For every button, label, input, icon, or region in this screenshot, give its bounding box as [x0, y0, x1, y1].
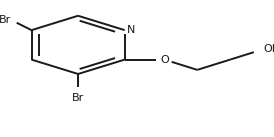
Text: Br: Br	[0, 15, 11, 25]
Text: Br: Br	[72, 93, 84, 103]
Text: O: O	[160, 55, 169, 65]
Text: OH: OH	[263, 44, 274, 54]
Text: N: N	[127, 25, 135, 35]
